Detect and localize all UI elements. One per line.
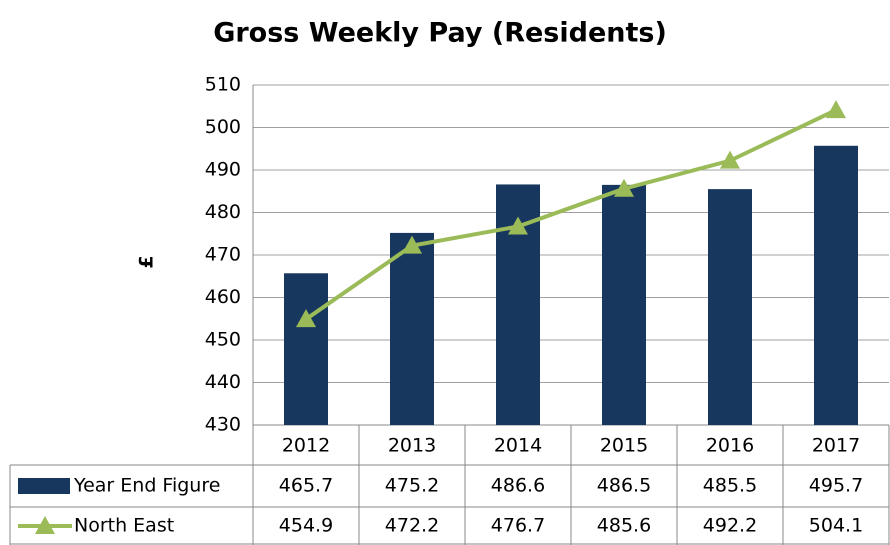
marker [614,178,634,197]
y-tick-label: 430 [205,414,241,436]
table-cell: 485.6 [597,515,651,537]
marker [508,216,528,235]
y-tick-label: 470 [205,244,241,266]
table-cell: 486.5 [597,475,651,497]
marker [296,309,316,328]
table-cell: 454.9 [279,515,333,537]
x-tick-label: 2014 [494,435,542,457]
table-cell: 465.7 [279,475,333,497]
bar [390,232,434,425]
bar [708,189,752,425]
marker [720,150,740,169]
table-cell: 495.7 [809,475,863,497]
x-tick-label: 2016 [706,435,754,457]
y-tick-label: 440 [205,371,241,393]
table-cell: 504.1 [809,515,863,537]
legend-label: North East [74,515,174,537]
table-cell: 475.2 [385,475,439,497]
y-axis-label: £ [136,255,158,268]
chart-title: Gross Weekly Pay (Residents) [213,18,667,49]
x-tick-label: 2015 [600,435,648,457]
y-tick-label: 450 [205,329,241,351]
line [304,108,837,321]
y-tick-label: 500 [205,116,241,138]
y-tick-label: 490 [205,159,241,181]
table-cell: 486.6 [491,475,545,497]
table-cell: 472.2 [385,515,439,537]
x-tick-label: 2017 [812,435,860,457]
marker [826,100,846,119]
y-tick-label: 510 [205,74,241,96]
bar [602,184,646,425]
y-tick-label: 480 [205,201,241,223]
bar [284,273,328,425]
legend-label: Year End Figure [73,475,220,497]
x-tick-label: 2012 [282,435,330,457]
legend-swatch [35,516,55,534]
y-tick-label: 460 [205,286,241,308]
bar [814,145,858,425]
marker [402,235,422,254]
table-cell: 476.7 [491,515,545,537]
x-tick-label: 2013 [388,435,436,457]
table-cell: 492.2 [703,515,757,537]
table-cell: 485.5 [703,475,757,497]
legend-swatch [18,478,70,494]
